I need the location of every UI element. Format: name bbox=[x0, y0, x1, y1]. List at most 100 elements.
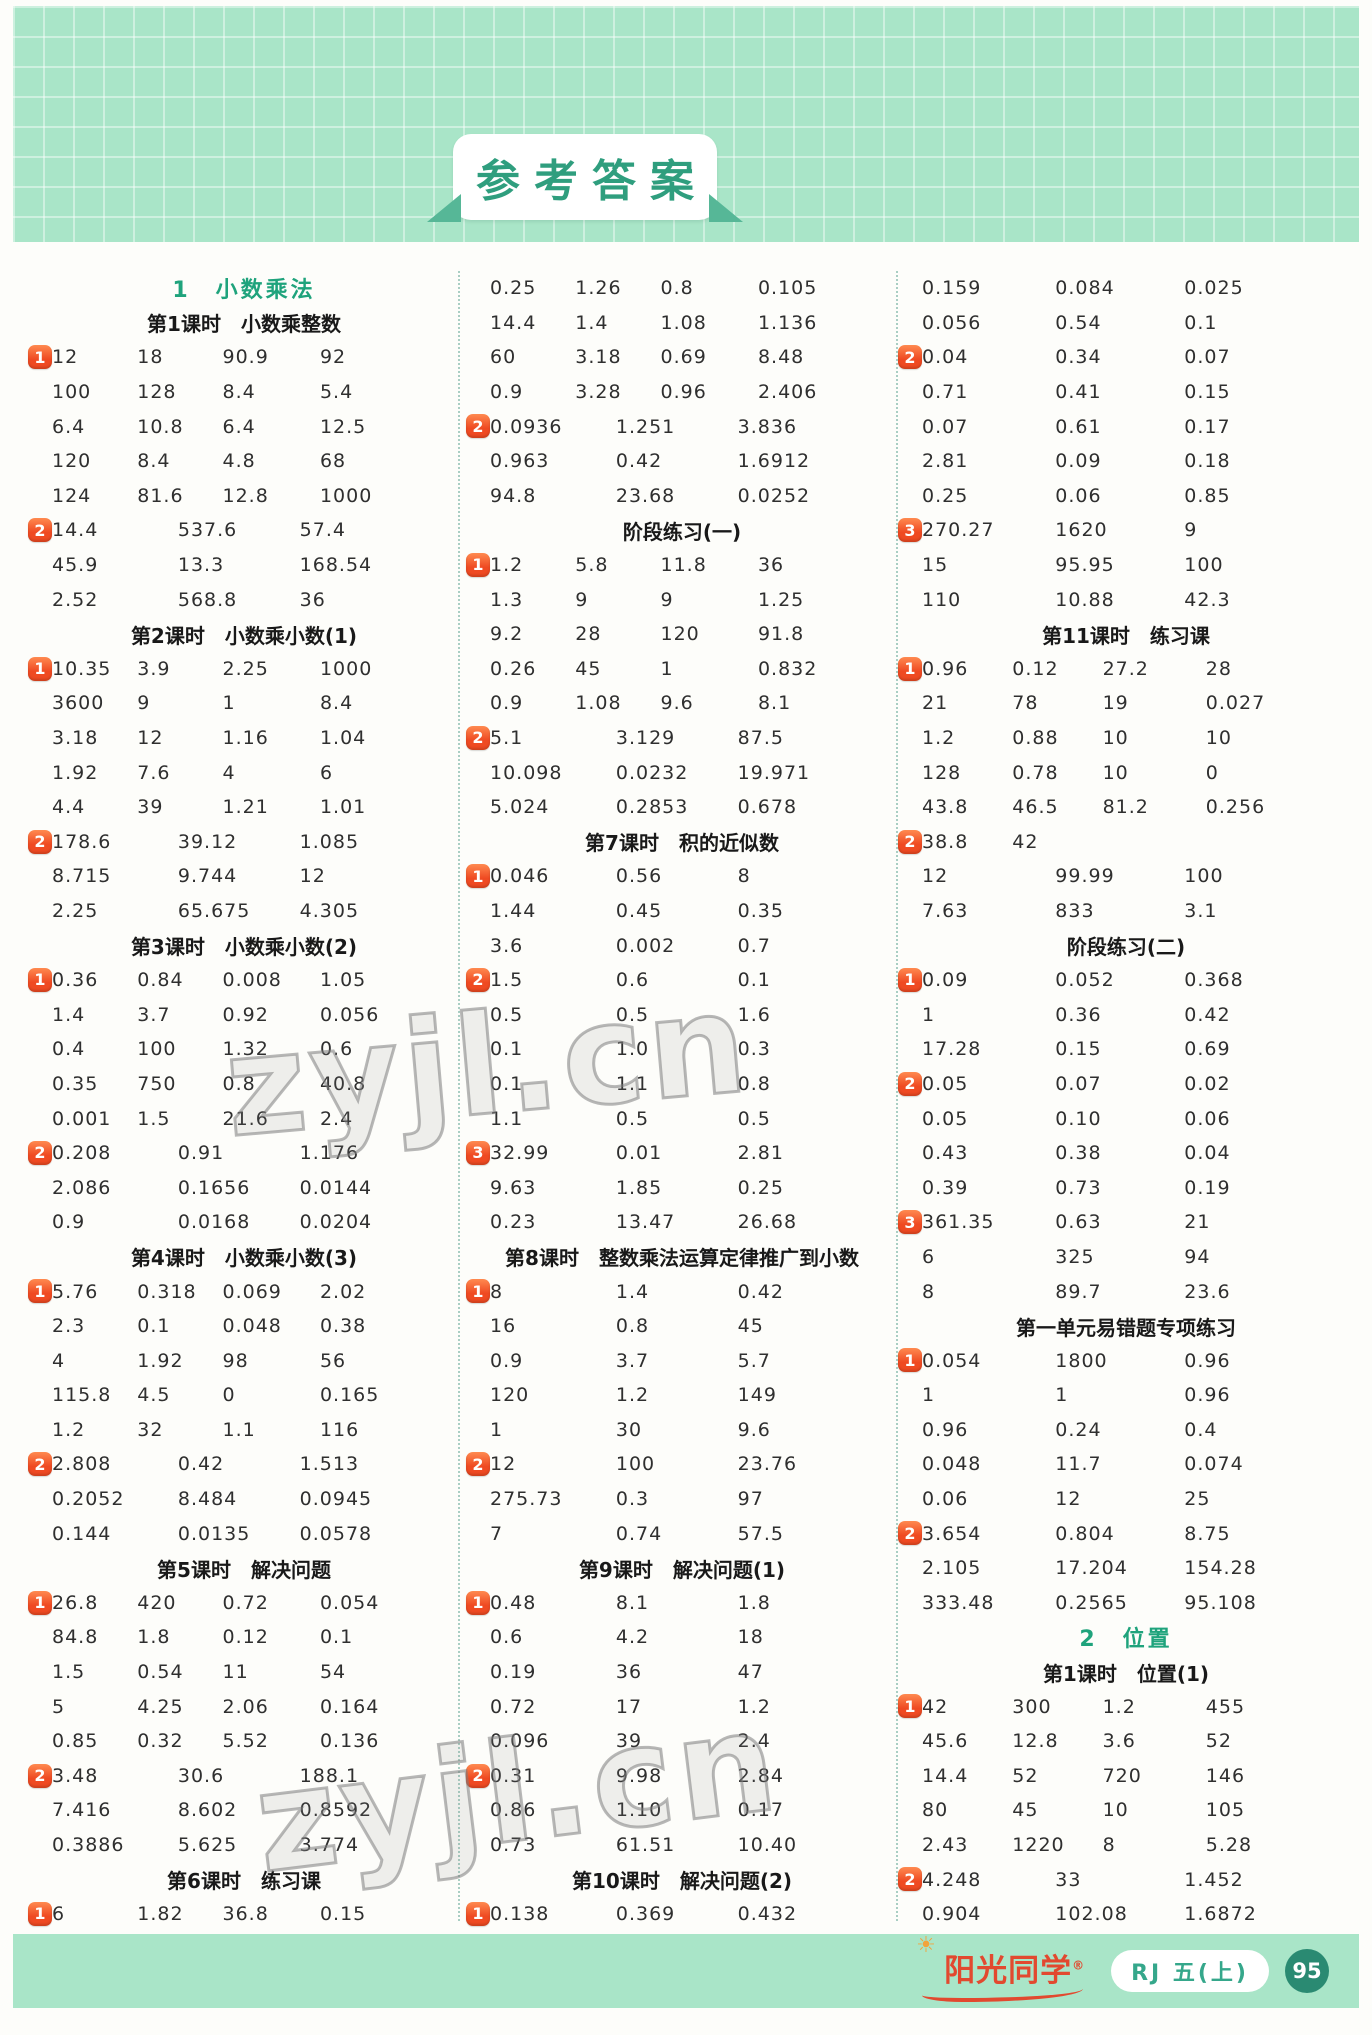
answer-value: 8 bbox=[922, 1280, 936, 1303]
answers-column-3: 0.159 0.084 0.025 0.056 0.54 0.1 2 0.04 0.34 0.07… bbox=[898, 271, 1352, 1933]
answer-value: 12 bbox=[52, 346, 79, 369]
item-number-badge: 2 bbox=[466, 967, 490, 992]
answer-value: 100 bbox=[615, 1453, 656, 1476]
answer-row: 0.904 102.08 1.6872 bbox=[900, 1897, 1352, 1932]
answer-value: 4.25 bbox=[137, 1695, 184, 1718]
answer-value: 128 bbox=[137, 381, 177, 404]
answer-value: 9.98 bbox=[615, 1764, 663, 1787]
answer-value: 26.8 bbox=[52, 1591, 99, 1614]
answer-value: 750 bbox=[137, 1072, 177, 1095]
answer-row: 2 38.8 42 bbox=[898, 825, 1352, 860]
answer-value: 3600 bbox=[52, 692, 105, 715]
answer-value: 32 bbox=[137, 1418, 164, 1441]
column-divider bbox=[896, 271, 900, 1921]
answer-value: 0.18 bbox=[1184, 450, 1231, 473]
answer-value: 0.7 bbox=[737, 934, 771, 957]
lesson-heading: 第10课时 解决问题(2) bbox=[571, 1869, 793, 1894]
answer-value: 12 bbox=[1055, 1488, 1082, 1511]
answer-value: 52 bbox=[1012, 1764, 1039, 1787]
lesson-heading: 阶段练习(一) bbox=[622, 519, 742, 544]
lesson-heading: 阶段练习(二) bbox=[1066, 935, 1186, 960]
answer-row: 333.48 0.2565 95.108 bbox=[900, 1586, 1352, 1621]
answer-value: 0.23 bbox=[490, 1211, 537, 1234]
answer-value: 0.8 bbox=[222, 1072, 256, 1095]
answer-value: 0.74 bbox=[615, 1522, 663, 1545]
answer-value: 0.48 bbox=[490, 1591, 537, 1614]
answer-value: 11 bbox=[222, 1661, 249, 1684]
answer-value: 4.305 bbox=[299, 899, 360, 922]
answer-row: 2.3 0.1 0.048 0.38 bbox=[30, 1309, 458, 1344]
answer-value: 95.95 bbox=[1055, 554, 1115, 577]
answer-value: 7.6 bbox=[137, 761, 171, 784]
answer-value: 0.0578 bbox=[299, 1522, 373, 1545]
answer-value: 10 bbox=[1205, 727, 1232, 750]
answer-value: 1.085 bbox=[299, 830, 360, 853]
answer-value: 0.31 bbox=[490, 1764, 537, 1787]
answer-value: 43.8 bbox=[922, 796, 969, 819]
answer-value: 1220 bbox=[1012, 1834, 1065, 1857]
answer-value: 0.084 bbox=[1055, 277, 1115, 300]
answer-value: 0.96 bbox=[1184, 1349, 1231, 1372]
answer-value: 0.36 bbox=[1055, 1003, 1102, 1026]
answer-value: 102.08 bbox=[1055, 1903, 1128, 1926]
answer-value: 0.056 bbox=[922, 311, 982, 334]
answer-value: 100 bbox=[1184, 554, 1224, 577]
answer-value: 325 bbox=[1055, 1245, 1095, 1268]
lesson-heading: 第4课时 小数乘小数(3) bbox=[130, 1246, 358, 1271]
answer-value: 0.92 bbox=[222, 1003, 269, 1026]
lesson-heading: 第1课时 小数乘整数 bbox=[147, 312, 341, 337]
answer-value: 3.18 bbox=[52, 727, 99, 750]
answer-value: 84.8 bbox=[52, 1626, 99, 1649]
answer-value: 0.17 bbox=[1184, 415, 1231, 438]
item-number-badge: 2 bbox=[898, 1867, 922, 1892]
answer-value: 6.4 bbox=[52, 415, 86, 438]
answer-value: 0.8 bbox=[660, 277, 694, 300]
item-number-badge: 3 bbox=[466, 1140, 490, 1165]
answer-row: 2 0.04 0.34 0.07 bbox=[898, 340, 1352, 375]
answer-row: 275.73 0.3 97 bbox=[468, 1482, 896, 1517]
title-right-arrow-decoration bbox=[709, 194, 743, 222]
answer-value: 0.1 bbox=[137, 1315, 171, 1338]
answer-value: 12 bbox=[490, 1453, 517, 1476]
answer-row: 2.105 17.204 154.28 bbox=[900, 1551, 1352, 1586]
answer-value: 12 bbox=[137, 727, 164, 750]
answer-value: 1.6912 bbox=[737, 450, 811, 473]
answer-row: 0.1 1.0 0.3 bbox=[468, 1032, 896, 1067]
answer-value: 2.4 bbox=[319, 1107, 354, 1130]
answer-value: 23.68 bbox=[615, 484, 676, 507]
answer-value: 0.8592 bbox=[299, 1799, 373, 1822]
answer-value: 0.074 bbox=[1184, 1453, 1244, 1476]
answer-row: 0.05 0.10 0.06 bbox=[900, 1101, 1352, 1136]
footer-banner: ☀ 阳光同学® RJ 五(上) 95 bbox=[13, 1933, 1359, 2008]
answer-value: 0.01 bbox=[615, 1142, 663, 1165]
item-number-badge: 1 bbox=[28, 1279, 52, 1304]
answer-row: 1 0.046 0.56 8 bbox=[466, 859, 896, 894]
answer-row: 0.4 100 1.32 0.6 bbox=[30, 1032, 458, 1067]
item-number-badge: 2 bbox=[466, 1452, 490, 1477]
answer-value: 0.165 bbox=[319, 1384, 380, 1407]
answer-row: 2.086 0.1656 0.0144 bbox=[30, 1170, 458, 1205]
answer-value: 2.02 bbox=[319, 1280, 367, 1303]
answer-value: 8.484 bbox=[177, 1488, 238, 1511]
answer-row: 0.096 39 2.4 bbox=[468, 1724, 896, 1759]
header-banner: 参考答案 bbox=[13, 6, 1359, 242]
answer-row: 1 30 9.6 bbox=[468, 1413, 896, 1448]
answer-row: 0.85 0.32 5.52 0.136 bbox=[30, 1724, 458, 1759]
answer-value: 0.002 bbox=[615, 934, 676, 957]
answer-row: 1 42 300 1.2 455 bbox=[898, 1689, 1352, 1724]
answer-value: 0.1 bbox=[1184, 311, 1218, 334]
answer-value: 0.69 bbox=[1184, 1038, 1231, 1061]
answer-value: 1.4 bbox=[575, 311, 609, 334]
answer-value: 1.1 bbox=[490, 1107, 524, 1130]
answer-value: 10.40 bbox=[737, 1834, 798, 1857]
answer-value: 0.85 bbox=[52, 1730, 99, 1753]
column-divider bbox=[458, 271, 462, 1921]
answer-value: 3.654 bbox=[922, 1522, 982, 1545]
answer-value: 0.9 bbox=[490, 1349, 524, 1372]
answer-value: 6 bbox=[52, 1903, 66, 1926]
answer-value: 27.2 bbox=[1102, 657, 1149, 680]
answers-column-2: 0.25 1.26 0.8 0.105 14.4 1.4 1.08 1.136 60 3.18 0.… bbox=[462, 271, 896, 1933]
answer-value: 1.10 bbox=[615, 1799, 663, 1822]
answer-row: 1.4 3.7 0.92 0.056 bbox=[30, 997, 458, 1032]
answer-value: 120 bbox=[52, 450, 92, 473]
